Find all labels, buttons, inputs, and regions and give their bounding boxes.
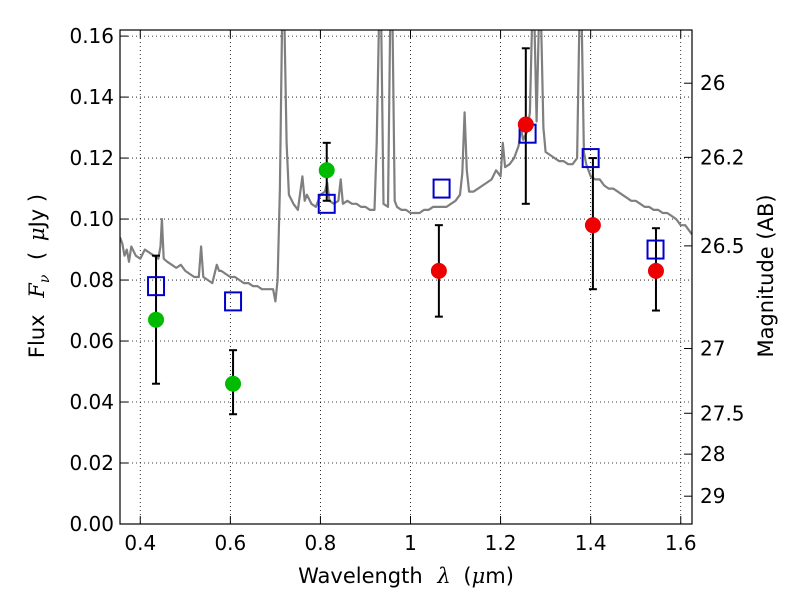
x-axis-label: Wavelength λ (μm) [298,564,514,588]
y-tick-label: 0.00 [69,512,114,536]
observed-nir-point [517,116,534,133]
observed-nir-point [430,262,447,279]
y-tick-label: 0.10 [69,207,114,231]
spectrum-layer [120,30,692,303]
y-tick-label: 0.16 [69,24,114,48]
x-tick-label: 0.6 [214,531,246,555]
observed-optical-point [318,162,335,179]
model-photometry-square [317,193,336,214]
y-axis-label-prefix: Flux [25,314,49,358]
model-photometry-square [581,148,600,169]
y-tick-label: 0.14 [69,85,114,109]
x-tick-label: 0.4 [124,531,156,555]
y2-tick-label: 28 [700,442,725,466]
y-tick-label: 0.06 [69,329,114,353]
x-axis-label-mu: μ [472,564,486,588]
y-axis-label-open: ( [25,252,49,260]
y-tick-label: 0.04 [69,390,114,414]
x-axis-label-unit: m) [485,564,514,588]
plot-frame [119,29,693,525]
x-tick-label: 1.2 [485,531,517,555]
y2-tick-label: 26.5 [700,234,745,258]
model-photometry-square [432,178,451,199]
x-tick-label: 1.6 [665,531,697,555]
y2-axis-label: Magnitude (AB) [754,194,778,357]
y2-tick-label: 27 [700,337,725,361]
x-tick-label: 0.8 [305,531,337,555]
y2-tick-label: 27.5 [700,401,745,425]
y-axis-label-symbol: F [25,282,49,299]
y-tick-label: 0.08 [69,268,114,292]
x-tick-label: 1.4 [575,531,607,555]
model-photometry-square [646,239,665,260]
marker-layer [147,116,665,392]
model-photometry-square [147,276,166,297]
observed-nir-point [584,217,601,234]
x-tick-label: 1 [404,531,417,555]
x-axis-label-prefix: Wavelength [298,564,423,588]
y-axis-label-sub: ν [37,274,53,283]
model-photometry-square [224,291,243,312]
x-axis-label-symbol: λ [436,564,450,588]
spectrum-line [120,30,692,303]
ticks-layer: 0.4 0.6 0.8 1 1.2 1.4 1.6 0.00 0.02 0.04 0.06 0.08 0… [69,24,744,555]
y-axis-label-unit: Jy ) [25,194,49,230]
y-axis-label: Flux Fν ( μJy ) [25,194,54,358]
y2-tick-label: 29 [700,484,725,508]
observed-optical-point [148,311,165,328]
x-axis-label-open: ( [463,564,471,588]
y2-tick-label: 26 [700,71,725,95]
observed-optical-point [225,375,242,392]
y2-tick-label: 26.2 [700,145,745,169]
grid [120,30,692,525]
y-tick-label: 0.12 [69,146,114,170]
y-axis-label-mu: μ [25,227,49,241]
y-tick-label: 0.02 [69,451,114,475]
observed-nir-point [647,262,664,279]
